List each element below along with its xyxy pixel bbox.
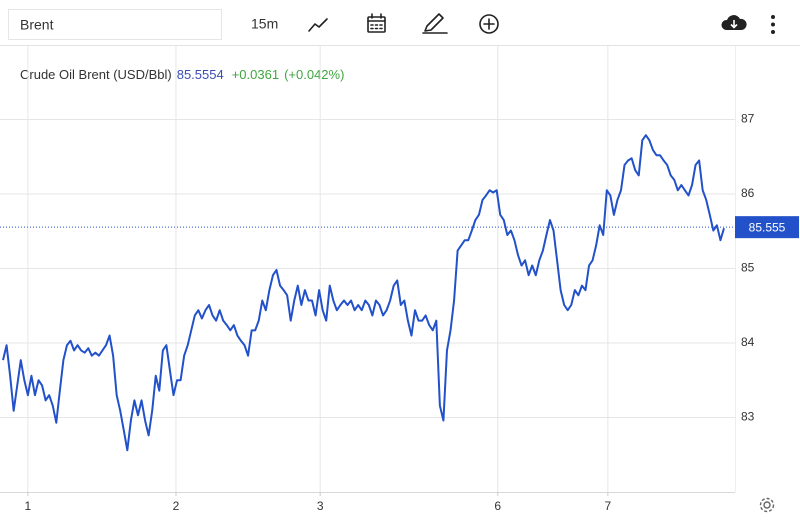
x-tick-label: 1: [25, 499, 32, 513]
y-tick-label: 86: [741, 186, 755, 200]
x-tick-label: 3: [317, 499, 324, 513]
current-price-label: 85.555: [749, 220, 786, 234]
y-tick-label: 83: [741, 410, 755, 424]
chart-title: Crude Oil Brent (USD/Bbl): [20, 67, 172, 82]
x-tick-label: 2: [173, 499, 180, 513]
download-icon[interactable]: [721, 15, 747, 30]
draw-icon[interactable]: [422, 13, 448, 34]
y-tick-label: 85: [741, 261, 755, 275]
change-pct: (+0.042%): [284, 67, 344, 82]
current-price-box: [735, 216, 799, 239]
menu-icon[interactable]: [771, 15, 775, 34]
grid: [0, 46, 735, 492]
settings-icon[interactable]: [759, 497, 775, 513]
add-indicator-icon[interactable]: [479, 14, 499, 34]
symbol-input[interactable]: [8, 9, 222, 40]
x-tick-label: 7: [605, 499, 612, 513]
price-line: [2, 134, 725, 452]
chart-header: Crude Oil Brent (USD/Bbl) 85.5554 +0.0361 (…: [20, 67, 344, 82]
chart-type-icon[interactable]: [308, 18, 328, 32]
y-tick-label: 87: [741, 112, 755, 126]
interval[interactable]: 15m: [251, 16, 278, 32]
y-tick-label: 84: [741, 335, 755, 349]
last-price: 85.5554: [177, 67, 224, 82]
calendar-icon[interactable]: [367, 13, 386, 33]
change: +0.0361: [232, 67, 279, 82]
symbol[interactable]: Brent: [20, 17, 54, 33]
x-tick-label: 6: [494, 499, 501, 513]
